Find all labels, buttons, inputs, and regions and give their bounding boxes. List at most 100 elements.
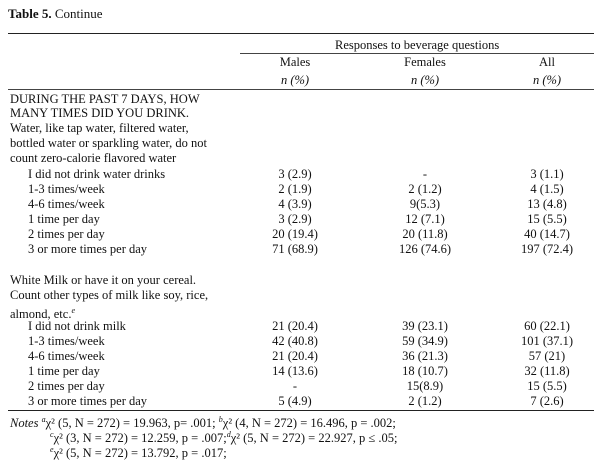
section1-line: count zero-calorie flavored water — [0, 151, 600, 166]
row-label: I did not drink milk — [28, 319, 126, 333]
footnote-text: χ² (5, N = 272) = 13.792, p = .017; — [53, 446, 227, 461]
all-value: 13 (4.8) — [527, 197, 567, 211]
females-value: 18 (10.7) — [402, 364, 448, 378]
question-text: White Milk or have it on your cereal. — [10, 273, 197, 287]
section1-line: DURING THE PAST 7 DAYS, HOW — [0, 92, 600, 107]
table-title: Table 5. Continue — [8, 6, 103, 22]
section1-line: Water, like tap water, filtered water, — [0, 121, 600, 136]
males-value: 71 (68.9) — [272, 242, 318, 256]
row-label: 1-3 times/week — [28, 334, 105, 348]
table-row: 3 or more times per day 5 (4.9) 2 (1.2) … — [0, 394, 600, 409]
row-label: 1 time per day — [28, 364, 100, 378]
females-value: - — [422, 167, 428, 181]
question-text: Water, like tap water, filtered water, — [10, 121, 189, 135]
footnote-marker: e — [50, 445, 54, 454]
question-text: DURING THE PAST 7 DAYS, HOW — [10, 92, 200, 106]
notes-label: Notes — [10, 416, 39, 431]
question-text: almond, etc.e — [10, 303, 75, 322]
group-rule — [240, 53, 594, 54]
section1-line: MANY TIMES DID YOU DRINK. — [0, 106, 600, 121]
col-all: All — [539, 55, 555, 69]
subhead-row: n (%) n (%) n (%) — [0, 73, 600, 88]
table-row: 2 times per day - 15(8.9) 15 (5.5) — [0, 379, 600, 394]
females-value: 39 (23.1) — [402, 319, 448, 333]
footnote-text: χ² (5, N = 272) = 19.963, p= .001; — [45, 416, 216, 431]
males-value: 14 (13.6) — [272, 364, 318, 378]
females-value: 9(5.3) — [409, 197, 441, 211]
group-header: Responses to beverage questions — [335, 38, 500, 52]
males-value: 20 (19.4) — [272, 227, 318, 241]
females-value: 126 (74.6) — [398, 242, 452, 256]
all-value: 57 (21) — [528, 349, 566, 363]
table-row: 3 or more times per day 71 (68.9) 126 (7… — [0, 242, 600, 257]
all-value: 7 (2.6) — [530, 394, 564, 408]
males-value: 21 (20.4) — [272, 349, 318, 363]
table-row: 1-3 times/week 42 (40.8) 59 (34.9) 101 (… — [0, 334, 600, 349]
question-text: count zero-calorie flavored water — [10, 151, 177, 165]
females-value: 15(8.9) — [406, 379, 444, 393]
males-value: 42 (40.8) — [272, 334, 318, 348]
table-row: 1 time per day 14 (13.6) 18 (10.7) 32 (1… — [0, 364, 600, 379]
row-label: 4-6 times/week — [28, 349, 105, 363]
question-text: Count other types of milk like soy, rice… — [10, 288, 209, 302]
males-value: 3 (2.9) — [278, 212, 312, 226]
header-rule — [8, 89, 594, 90]
table-row: I did not drink milk 21 (20.4) 39 (23.1)… — [0, 319, 600, 334]
footnote-text: χ² (3, N = 272) = 12.259, p = .007; — [53, 431, 227, 446]
males-value: 21 (20.4) — [272, 319, 318, 333]
all-value: 101 (37.1) — [520, 334, 574, 348]
footnote-marker: a — [41, 415, 46, 424]
section2-line: White Milk or have it on your cereal. — [0, 273, 600, 288]
footnote-text: χ² (4, N = 272) = 16.496, p = .002; — [222, 416, 396, 431]
males-value: 5 (4.9) — [278, 394, 312, 408]
table-row: 2 times per day 20 (19.4) 20 (11.8) 40 (… — [0, 227, 600, 242]
females-value: 36 (21.3) — [402, 349, 448, 363]
females-value: 12 (7.1) — [405, 212, 445, 226]
row-label: 1 time per day — [28, 212, 100, 226]
footnote-marker: c — [50, 430, 54, 439]
all-value: 60 (22.1) — [524, 319, 570, 333]
all-value: 15 (5.5) — [527, 212, 567, 226]
row-label: 4-6 times/week — [28, 197, 105, 211]
table-row: 1 time per day 3 (2.9) 12 (7.1) 15 (5.5) — [0, 212, 600, 227]
table-row: I did not drink water drinks 3 (2.9) - 3… — [0, 167, 600, 182]
table-number: Table 5. — [8, 6, 52, 21]
all-value: 197 (72.4) — [520, 242, 574, 256]
females-value: 20 (11.8) — [402, 227, 448, 241]
section2-line: almond, etc.e — [0, 303, 600, 321]
notes-line: cχ² (3, N = 272) = 12.259, p = .007;dχ² … — [50, 427, 397, 446]
all-value: 3 (1.1) — [530, 167, 564, 181]
subhead-females: n (%) — [410, 73, 440, 87]
males-value: 3 (2.9) — [278, 167, 312, 181]
question-text: bottled water or sparkling water, do not — [10, 136, 208, 150]
table-row: 4-6 times/week 4 (3.9) 9(5.3) 13 (4.8) — [0, 197, 600, 212]
row-label: 2 times per day — [28, 227, 105, 241]
all-value: 40 (14.7) — [524, 227, 570, 241]
males-value: 2 (1.9) — [278, 182, 312, 196]
footnote-text: χ² (5, N = 272) = 22.927, p ≤ .05; — [230, 431, 398, 446]
all-value: 4 (1.5) — [530, 182, 564, 196]
row-label: 3 or more times per day — [28, 394, 148, 408]
footnote-marker: b — [218, 415, 223, 424]
subhead-males: n (%) — [280, 73, 310, 87]
subhead-all: n (%) — [532, 73, 562, 87]
females-value: 59 (34.9) — [402, 334, 448, 348]
row-label: 1-3 times/week — [28, 182, 105, 196]
females-value: 2 (1.2) — [408, 182, 442, 196]
table-title-suffix: Continue — [54, 6, 103, 21]
row-label: 3 or more times per day — [28, 242, 148, 256]
notes-line: eχ² (5, N = 272) = 13.792, p = .017; — [50, 442, 227, 461]
row-label: 2 times per day — [28, 379, 105, 393]
footnote-marker: e — [71, 306, 76, 315]
col-males: Males — [279, 55, 311, 69]
top-rule — [8, 33, 594, 34]
question-text-part: almond, etc. — [10, 307, 72, 322]
all-value: 32 (11.8) — [524, 364, 570, 378]
males-value: - — [292, 379, 298, 393]
females-value: 2 (1.2) — [408, 394, 442, 408]
table-row: 1-3 times/week 2 (1.9) 2 (1.2) 4 (1.5) — [0, 182, 600, 197]
column-header-row: Males Females All — [0, 55, 600, 70]
footnote-marker: d — [226, 430, 231, 439]
section1-line: bottled water or sparkling water, do not — [0, 136, 600, 151]
notes-line: Notes aχ² (5, N = 272) = 19.963, p= .001… — [10, 412, 396, 431]
